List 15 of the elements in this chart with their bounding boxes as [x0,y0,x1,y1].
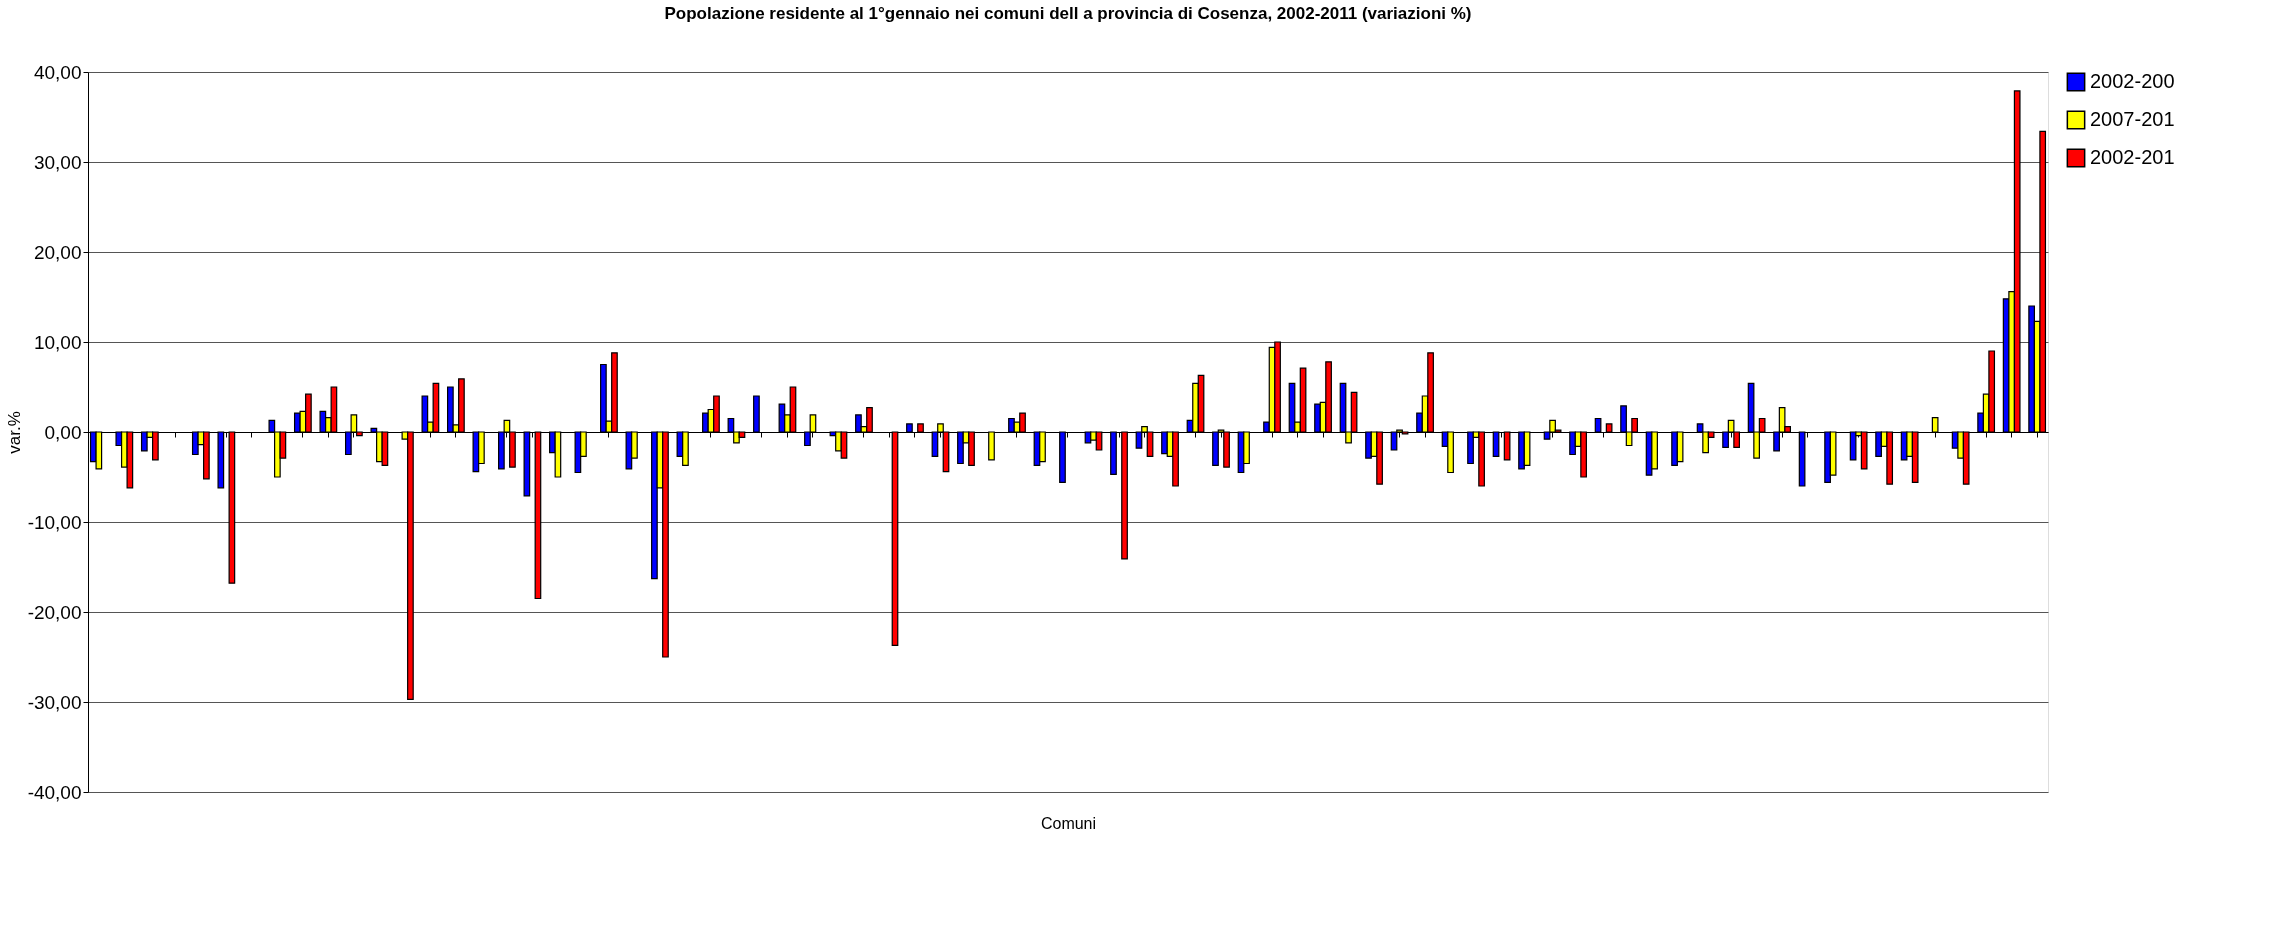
legend-label: 2002-200 [2090,70,2175,92]
y-tick-label: 0,00 [44,421,82,443]
y-tick-label: -10,00 [27,511,82,533]
y-tick-label: -40,00 [27,781,82,803]
y-tick-label: -20,00 [27,601,82,623]
legend-label: 2002-201 [2090,146,2175,168]
y-axis-title: var.% [4,411,24,454]
y-tick-label: 40,00 [33,61,82,83]
chart-title: Popolazione residente al 1°gennaio nei comuni dell a provincia di Cosenza, 2002-2011 (variazioni %) [664,4,1472,23]
y-tick-label: 20,00 [33,241,82,263]
x-axis-title: Comuni [1040,815,1097,832]
y-tick-label: 10,00 [33,331,82,353]
y-tick-label: 30,00 [33,151,82,173]
legend-label: 2007-201 [2090,108,2175,130]
y-tick-label: -30,00 [27,691,82,713]
